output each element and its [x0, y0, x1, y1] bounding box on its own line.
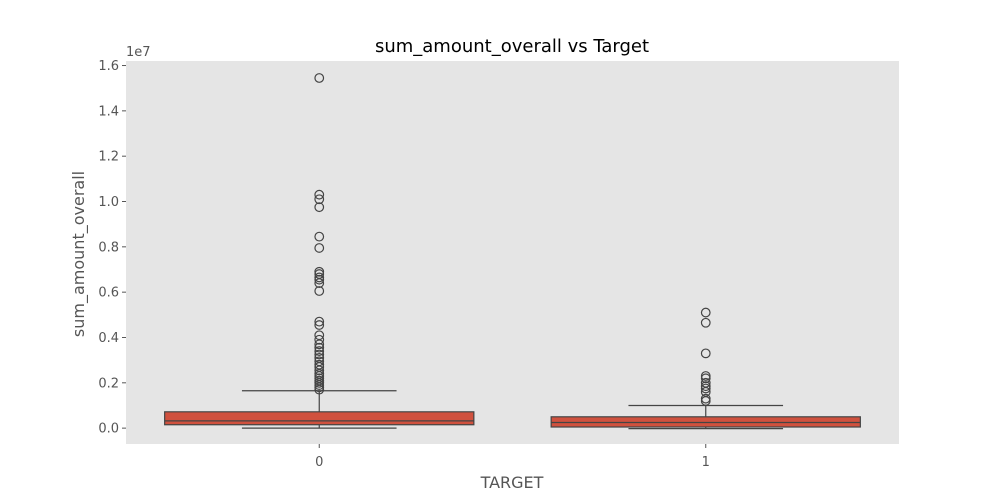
outlier-point	[314, 286, 325, 296]
y-tick-label: 1.0	[98, 195, 119, 210]
iqr-box	[164, 411, 475, 426]
y-axis: 0.0 0.2 0.4 0.6 0.8 1.0 1.2 1.4 1.6	[98, 59, 126, 437]
outlier-point	[314, 202, 325, 213]
outlier-point	[700, 348, 711, 359]
outlier-point	[314, 342, 325, 353]
y-tick-label: 1.2	[98, 150, 119, 165]
outlier-point	[314, 334, 325, 345]
plot-background	[126, 61, 899, 444]
y-tick-label: 0.0	[98, 422, 119, 437]
chart-title: sum_amount_overall vs Target	[375, 36, 649, 57]
outlier-point	[314, 73, 325, 83]
outlier-point	[314, 349, 325, 360]
y-tick-label: 1.4	[98, 104, 119, 119]
outlier-point	[700, 383, 711, 394]
box-group-1	[550, 307, 861, 430]
x-tick-label: 0	[315, 455, 323, 470]
outlier-point	[700, 373, 711, 384]
y-axis-label: sum_amount_overall	[69, 171, 89, 337]
outlier-point	[314, 194, 325, 205]
outlier-point	[314, 339, 325, 350]
outlier-point	[314, 316, 325, 327]
outlier-point	[314, 243, 325, 253]
outlier-point	[314, 189, 325, 200]
x-tick-label: 1	[702, 455, 710, 470]
outlier-point	[700, 396, 711, 406]
outlier-point	[314, 231, 325, 242]
y-tick-label: 0.6	[98, 286, 119, 301]
box-group-0	[164, 73, 475, 429]
y-tick-label: 0.8	[98, 240, 119, 255]
y-tick-label: 0.4	[98, 331, 119, 346]
outlier-point	[700, 317, 711, 328]
y-tick-label: 1.6	[98, 59, 119, 74]
x-axis-label: TARGET	[480, 473, 544, 492]
y-axis-offset-label: 1e7	[126, 45, 151, 60]
outlier-point	[314, 346, 325, 356]
outlier-point	[314, 384, 325, 395]
outlier-point	[314, 278, 325, 288]
outlier-point	[314, 320, 325, 330]
outlier-point	[314, 365, 325, 376]
outlier-point	[700, 307, 711, 318]
chart-marks	[164, 73, 861, 430]
y-tick-label: 0.2	[98, 376, 119, 391]
outlier-point	[314, 274, 325, 285]
